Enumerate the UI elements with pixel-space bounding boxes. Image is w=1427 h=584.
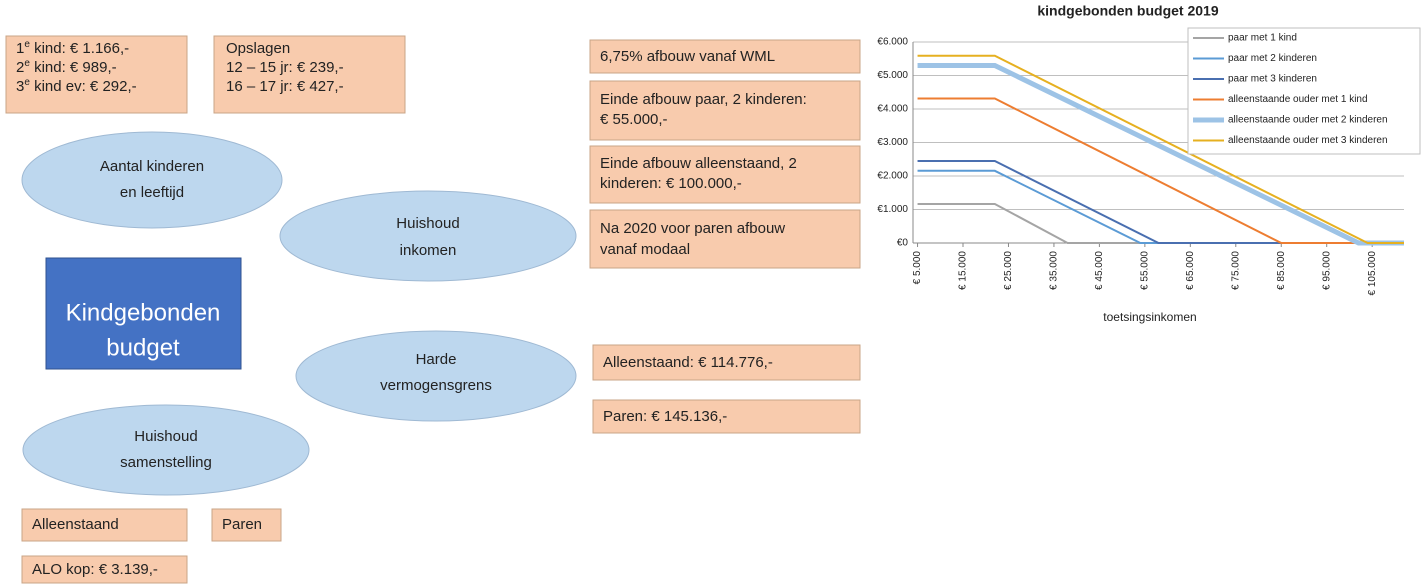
ellipse — [295, 330, 577, 422]
y-tick-label: €0 — [897, 238, 909, 249]
center-text: budget — [106, 334, 180, 361]
center-box — [45, 257, 242, 370]
y-tick-label: €4.000 — [877, 104, 908, 115]
ellipse-text: vermogensgrens — [380, 377, 492, 394]
x-tick-label: € 45.000 — [1094, 251, 1105, 290]
box-text: Einde afbouw paar, 2 kinderen: — [600, 91, 807, 108]
box — [211, 508, 282, 542]
legend-label: alleenstaande ouder met 1 kind — [1228, 94, 1368, 105]
ellipse-text: Harde — [416, 351, 457, 368]
box-text: 3e kind ev: € 292,- — [16, 77, 137, 95]
x-tick-label: € 65.000 — [1185, 251, 1196, 290]
x-tick-label: € 15.000 — [958, 251, 969, 290]
legend-label: paar met 3 kinderen — [1228, 74, 1317, 85]
legend-label: alleenstaande ouder met 3 kinderen — [1228, 135, 1388, 146]
box — [589, 209, 861, 269]
y-tick-label: €1.000 — [877, 204, 908, 215]
ellipse-text: Aantal kinderen — [100, 158, 204, 175]
x-axis-label: toetsingsinkomen — [1103, 310, 1196, 324]
chart-title: kindgebonden budget 2019 — [1037, 3, 1218, 19]
box — [5, 35, 188, 114]
ellipse — [21, 131, 283, 229]
box-text: Alleenstaand: € 114.776,- — [603, 354, 773, 371]
box — [21, 508, 188, 542]
ellipse — [22, 404, 310, 496]
ellipse-text: Huishoud — [134, 428, 197, 445]
box-text: € 55.000,- — [600, 111, 668, 128]
legend-label: paar met 1 kind — [1228, 33, 1297, 44]
box-text: Einde afbouw alleenstaand, 2 — [600, 155, 797, 172]
x-tick-label: € 75.000 — [1230, 251, 1241, 290]
ellipse-text: samenstelling — [120, 454, 212, 471]
box-text: 2e kind: € 989,- — [16, 58, 117, 76]
box-text: Paren: € 145.136,- — [603, 408, 727, 425]
ellipse-text: inkomen — [400, 242, 457, 259]
box — [213, 35, 406, 114]
box-text: 12 – 15 jr: € 239,- — [226, 59, 344, 76]
ellipse-text: en leeftijd — [120, 184, 184, 201]
x-tick-label: € 55.000 — [1140, 251, 1151, 290]
box — [21, 555, 188, 584]
box-text: Na 2020 voor paren afbouw — [600, 220, 785, 237]
legend-box — [1187, 27, 1421, 155]
legend-label: alleenstaande ouder met 2 kinderen — [1228, 115, 1388, 126]
box — [592, 399, 861, 434]
ellipse — [279, 190, 577, 282]
box-text: ALO kop: € 3.139,- — [32, 561, 158, 578]
box-text: vanaf modaal — [600, 241, 690, 258]
box — [589, 39, 861, 74]
y-tick-label: €6.000 — [877, 37, 908, 48]
box — [589, 80, 861, 141]
y-tick-label: €2.000 — [877, 171, 908, 182]
x-tick-label: € 25.000 — [1003, 251, 1014, 290]
x-tick-label: € 85.000 — [1276, 251, 1287, 290]
legend-label: paar met 2 kinderen — [1228, 53, 1317, 64]
series-line — [917, 54, 1404, 244]
series-line — [917, 97, 1404, 244]
box — [592, 344, 861, 381]
box-text: 6,75% afbouw vanaf WML — [600, 48, 775, 65]
x-tick-label: € 105.000 — [1367, 251, 1378, 296]
y-tick-label: €5.000 — [877, 70, 908, 81]
y-tick-label: €3.000 — [877, 137, 908, 148]
box-text: Opslagen — [226, 40, 290, 57]
box-text: kinderen: € 100.000,- — [600, 175, 742, 192]
box — [589, 145, 861, 204]
box-text: Alleenstaand — [32, 516, 119, 533]
x-tick-label: € 95.000 — [1321, 251, 1332, 290]
diagram: 1e kind: € 1.166,- 2e kind: € 989,- 3e k… — [5, 35, 861, 584]
box-text: 1e kind: € 1.166,- — [16, 39, 129, 57]
box-text: Paren — [222, 516, 262, 533]
ellipse-text: Huishoud — [396, 215, 459, 232]
chart: kindgebonden budget 2019 toetsingsinkome… — [877, 3, 1421, 324]
x-tick-label: € 35.000 — [1049, 251, 1060, 290]
box-text: 16 – 17 jr: € 427,- — [226, 78, 344, 95]
x-tick-label: € 5.000 — [912, 251, 923, 285]
center-text: Kindgebonden — [66, 299, 221, 326]
